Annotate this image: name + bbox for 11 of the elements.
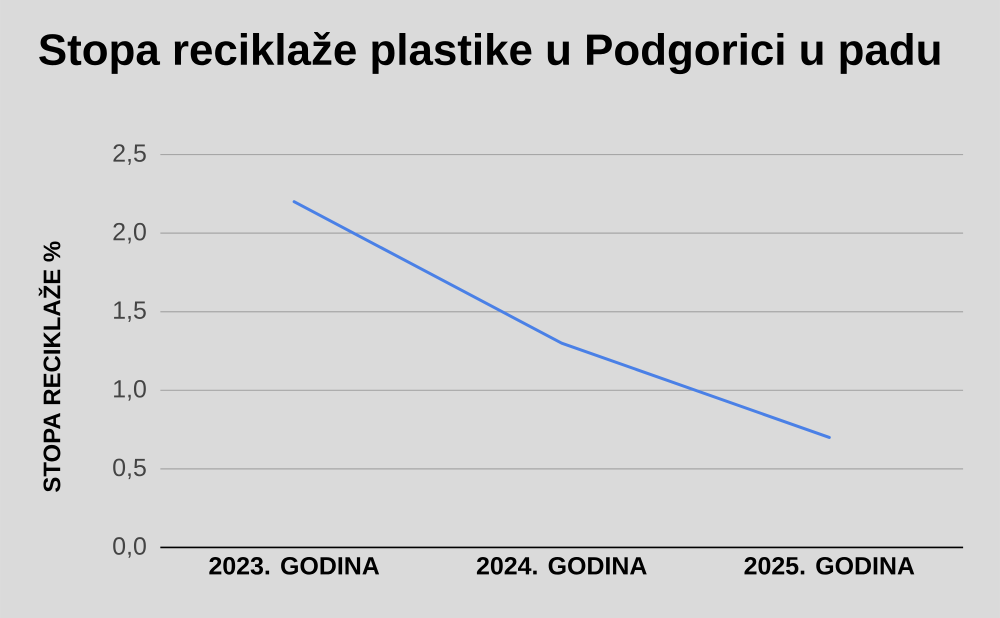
y-tick-label: 1,0 (114, 380, 146, 400)
y-tick-label: 1,5 (114, 301, 146, 322)
x-tick-label: 2023. GODINA (209, 556, 380, 575)
y-axis-title: STOPA RECIKLAŽE % (38, 241, 60, 492)
y-tick-label: 2,0 (113, 222, 146, 244)
y-tick-label: 2,5 (113, 144, 146, 165)
y-tick-label: 0,5 (113, 458, 146, 480)
x-tick-label: 2024. GODINA (476, 556, 647, 574)
x-tick-label: 2025. GODINA (744, 556, 914, 574)
chart-title: Stopa reciklaže plastike u Podgorici u padu (39, 32, 940, 74)
y-tick-label: 0,0 (113, 537, 146, 558)
